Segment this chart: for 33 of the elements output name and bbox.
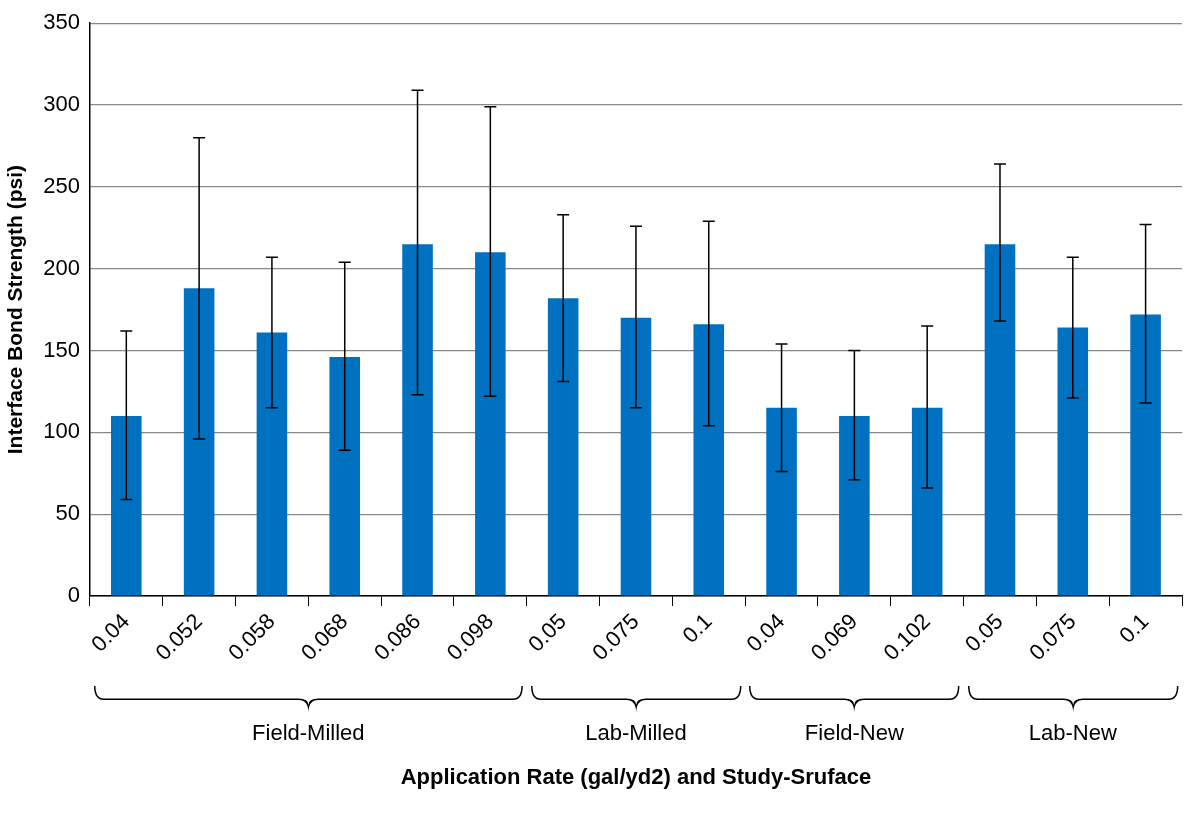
bar bbox=[1130, 314, 1161, 596]
y-tick-label: 200 bbox=[43, 254, 80, 280]
text: Field-Milled bbox=[252, 720, 365, 746]
text: Lab-Milled bbox=[585, 720, 687, 746]
bar bbox=[183, 288, 215, 596]
y-axis-title: Interface Bond Strength (psi) bbox=[3, 164, 27, 455]
bar bbox=[256, 332, 288, 596]
x-tick-label: 0.04 bbox=[86, 608, 135, 657]
y-tick-label: 300 bbox=[43, 91, 80, 117]
bar bbox=[475, 252, 506, 596]
bar bbox=[402, 244, 433, 596]
bar bbox=[911, 407, 943, 596]
bar bbox=[693, 324, 725, 596]
bar bbox=[620, 317, 652, 596]
y-tick-label: 50 bbox=[55, 500, 80, 526]
bar bbox=[547, 298, 579, 596]
x-tick-label: 0.04 bbox=[741, 608, 790, 657]
text: Lab-New bbox=[1028, 720, 1117, 746]
x-axis-title: Application Rate (gal/yd2) and Study-Sruface bbox=[400, 763, 872, 789]
bar bbox=[111, 415, 142, 596]
y-tick-label: 0 bbox=[67, 582, 80, 608]
bar bbox=[329, 357, 361, 596]
text: Field-New bbox=[804, 720, 904, 746]
bar bbox=[1057, 327, 1089, 596]
x-tick-label: 0.1 bbox=[677, 608, 717, 648]
y-tick-label: 150 bbox=[43, 336, 80, 362]
y-tick-label: 100 bbox=[43, 418, 80, 444]
bar bbox=[839, 415, 870, 596]
x-tick-label: 0.1 bbox=[1114, 608, 1154, 648]
bar bbox=[984, 244, 1016, 596]
y-tick-label: 350 bbox=[43, 9, 80, 35]
bar bbox=[766, 407, 797, 596]
y-tick-label: 250 bbox=[43, 172, 80, 198]
